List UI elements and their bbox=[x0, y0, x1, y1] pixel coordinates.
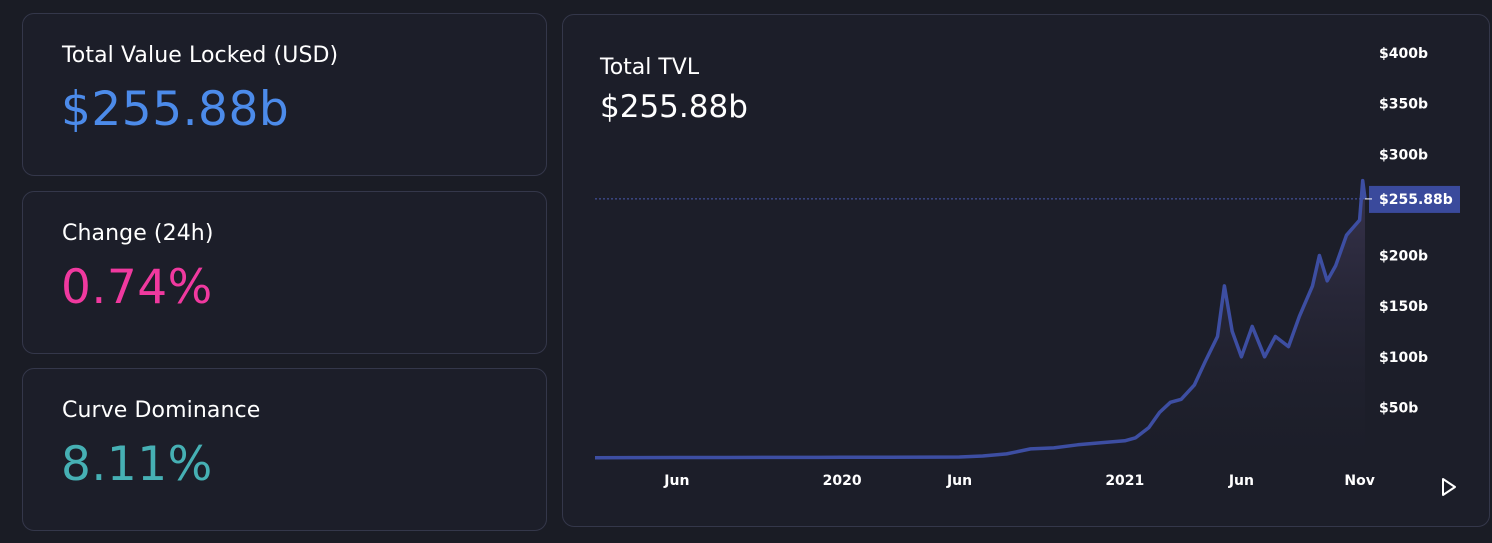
play-button[interactable] bbox=[1437, 475, 1461, 499]
y-tick-label: $50b bbox=[1379, 400, 1418, 416]
y-tick-label: $150b bbox=[1379, 299, 1428, 315]
tvl-chart-card: Total TVL $255.88b $50b$100b$150b$200b$2… bbox=[562, 14, 1490, 527]
tvl-value: $255.88b bbox=[61, 82, 290, 137]
y-tick-label: $300b bbox=[1379, 147, 1428, 163]
tvl-chart[interactable]: $50b$100b$150b$200b$250b$300b$350b$400b$… bbox=[563, 15, 1491, 528]
x-tick-label: 2021 bbox=[1105, 473, 1144, 489]
current-value-badge bbox=[1369, 185, 1460, 213]
x-tick-label: Jun bbox=[1228, 473, 1254, 489]
y-tick-label: $350b bbox=[1379, 97, 1428, 113]
dominance-label: Curve Dominance bbox=[62, 398, 261, 423]
x-tick-label: 2020 bbox=[823, 473, 862, 489]
dominance-card: Curve Dominance 8.11% bbox=[22, 368, 547, 531]
play-icon bbox=[1442, 478, 1456, 496]
chart-title: Total TVL bbox=[600, 55, 700, 80]
tvl-label: Total Value Locked (USD) bbox=[62, 43, 339, 68]
tvl-card: Total Value Locked (USD) $255.88b bbox=[22, 13, 547, 176]
x-tick-label: Jun bbox=[946, 473, 972, 489]
change-value: 0.74% bbox=[61, 260, 213, 315]
y-tick-label: $200b bbox=[1379, 249, 1428, 265]
tvl-area bbox=[595, 180, 1365, 458]
dominance-value: 8.11% bbox=[61, 437, 213, 492]
y-tick-label: $400b bbox=[1379, 46, 1428, 62]
chart-value: $255.88b bbox=[600, 89, 748, 125]
tvl-line bbox=[594, 178, 1367, 460]
x-tick-label: Nov bbox=[1344, 473, 1374, 489]
current-value-label: $255.88b bbox=[1379, 192, 1453, 208]
change-label: Change (24h) bbox=[62, 221, 214, 246]
x-tick-label: Jun bbox=[663, 473, 689, 489]
change-card: Change (24h) 0.74% bbox=[22, 191, 547, 354]
y-tick-label: $100b bbox=[1379, 350, 1428, 366]
